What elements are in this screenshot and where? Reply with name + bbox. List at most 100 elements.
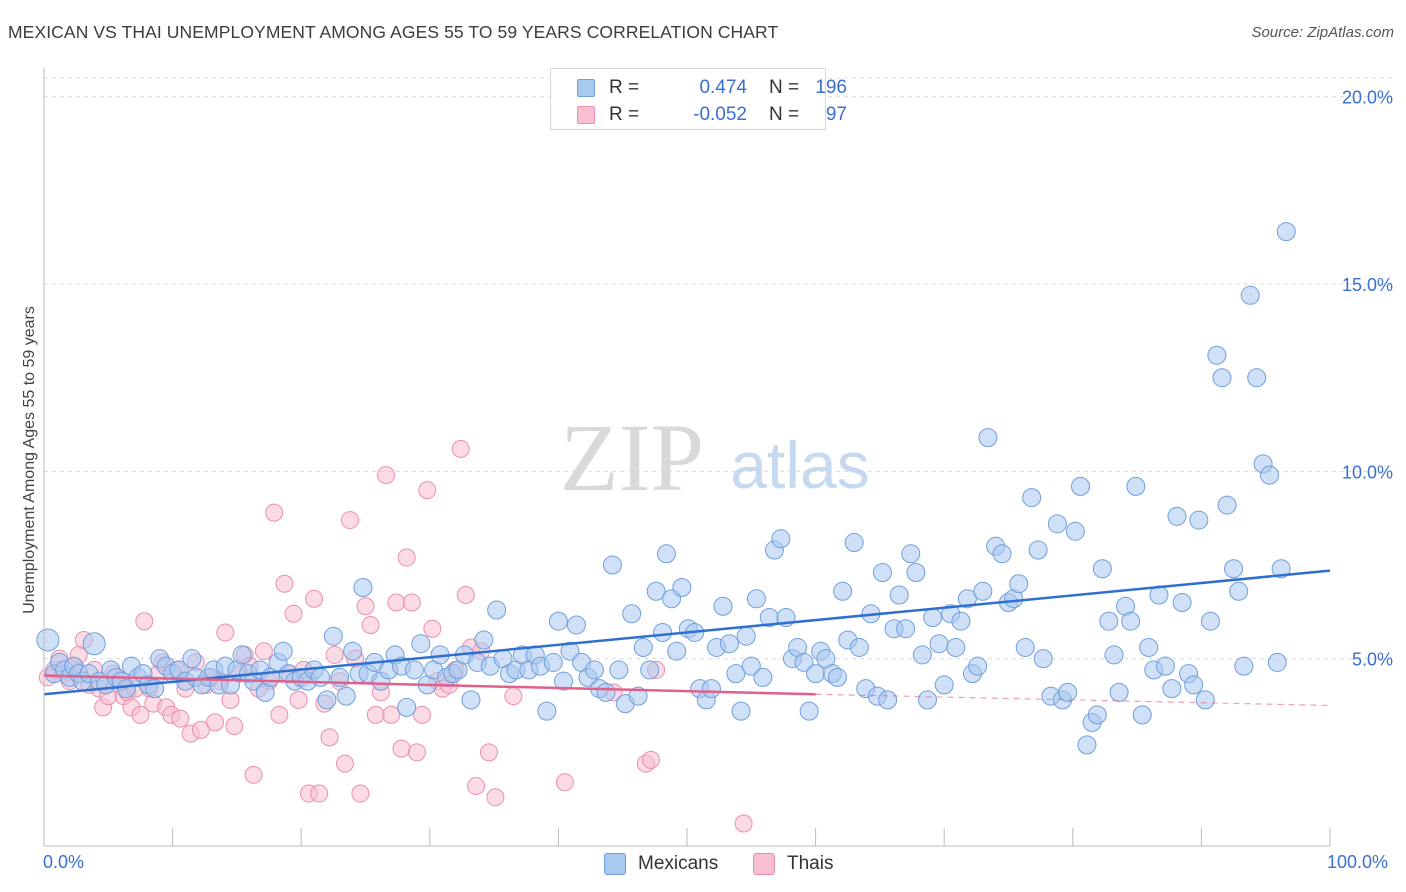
mexicans-point (1212, 368, 1232, 388)
mexicans-point (82, 632, 106, 656)
thais-point (310, 784, 329, 803)
mexicans-point (799, 701, 819, 721)
y-tick-label: 15.0% (1342, 275, 1393, 295)
thais-point (392, 739, 411, 758)
y-tick-label: 5.0% (1352, 650, 1393, 670)
thais-point (131, 705, 150, 724)
mexicans-point (633, 637, 653, 657)
y-tick-label: 10.0% (1342, 462, 1393, 482)
mexicans-point (934, 675, 954, 695)
mexicans-point (973, 581, 993, 601)
mexicans-point (640, 660, 660, 680)
legend-n-value: 196 (815, 77, 847, 98)
thais-point (135, 612, 154, 631)
legend-swatch-mexicans (577, 79, 595, 97)
thais-point (284, 604, 303, 623)
mexicans-point (923, 607, 943, 627)
mexicans-point (1139, 637, 1159, 657)
mexicans-point (1271, 559, 1291, 579)
mexicans-point (901, 544, 921, 564)
mexicans-point (978, 428, 998, 448)
legend-r-value: -0.052 (693, 104, 747, 125)
mexicans-point (1022, 488, 1042, 508)
thais-point (275, 574, 294, 593)
mexicans-point (1058, 682, 1078, 702)
thais-point (504, 687, 523, 706)
mexicans-point (771, 529, 791, 549)
legend-label-thais: Thais (787, 853, 834, 874)
mexicans-point (889, 585, 909, 605)
legend-swatch-mexicans (604, 853, 626, 875)
x-tick-label-min: 0.0% (43, 852, 85, 872)
mexicans-point (946, 637, 966, 657)
mexicans-point (1200, 611, 1220, 631)
mexicans-point (667, 641, 687, 661)
thais-point (467, 777, 486, 796)
mexicans-point (1276, 222, 1296, 242)
legend-row-thais: R = -0.052 N = 97 (551, 101, 847, 127)
thais-point (320, 728, 339, 747)
thais-point (382, 705, 401, 724)
mexicans-point (1195, 690, 1215, 710)
thais-point (335, 754, 354, 773)
mexicans-point (1121, 611, 1141, 631)
mexicans-point (1247, 368, 1267, 388)
mexicans-point (1162, 679, 1182, 699)
mexicans-point (872, 563, 892, 583)
thais-point (734, 814, 753, 833)
thais-trend-extension (815, 693, 1331, 707)
thais-trend-line (43, 674, 816, 696)
mexicans-point (1189, 510, 1209, 530)
thais-point (270, 705, 289, 724)
mexicans-point (653, 622, 673, 642)
thais-point (244, 765, 263, 784)
legend-label-mexicans: Mexicans (638, 853, 719, 874)
source-label: Source: ZipAtlas.com (1251, 24, 1394, 41)
mexicans-point (929, 634, 949, 654)
thais-point (402, 593, 421, 612)
mexicans-point (1234, 656, 1254, 676)
thais-point (206, 713, 225, 732)
mexicans-point (672, 578, 692, 598)
watermark-zip: ZIP (560, 404, 704, 511)
mexicans-point (1099, 611, 1119, 631)
mexicans-point (487, 600, 507, 620)
mexicans-point (1071, 476, 1091, 496)
stats-legend: R = 0.474 N = 196 R = -0.052 N = 97 (550, 68, 847, 130)
mexicans-point (844, 533, 864, 553)
thais-point (377, 466, 396, 485)
mexicans-point (1229, 581, 1249, 601)
mexicans-point (1184, 675, 1204, 695)
thais-point (361, 615, 380, 634)
mexicans-point (1207, 345, 1227, 365)
mexicans-point (353, 578, 373, 598)
mexicans-point (602, 555, 622, 575)
thais-point (451, 439, 470, 458)
legend-r-label: R = (609, 77, 640, 98)
thais-point (225, 717, 244, 736)
mexicans-point (833, 581, 853, 601)
mexicans-point (609, 660, 629, 680)
mexicans-point (741, 656, 761, 676)
thais-point (456, 585, 475, 604)
legend-r-label: R = (609, 104, 640, 125)
thais-point (366, 705, 385, 724)
mexicans-point (397, 697, 417, 717)
thais-point (479, 743, 498, 762)
mexicans-point (731, 701, 751, 721)
mexicans-point (713, 596, 733, 616)
mexicans-point (1033, 649, 1053, 669)
mexicans-point (753, 667, 773, 687)
thais-point (216, 623, 235, 642)
y-tick-label: 20.0% (1342, 88, 1393, 108)
axes (43, 68, 1331, 847)
mexicans-point (566, 615, 586, 635)
mexicans-point (1217, 495, 1237, 515)
mexicans-point (310, 667, 330, 687)
mexicans-point (906, 563, 926, 583)
thais-point (325, 645, 344, 664)
mexicans-point (1224, 559, 1244, 579)
mexicans-point (1087, 705, 1107, 725)
thais-point (254, 642, 273, 661)
thais-point (191, 720, 210, 739)
